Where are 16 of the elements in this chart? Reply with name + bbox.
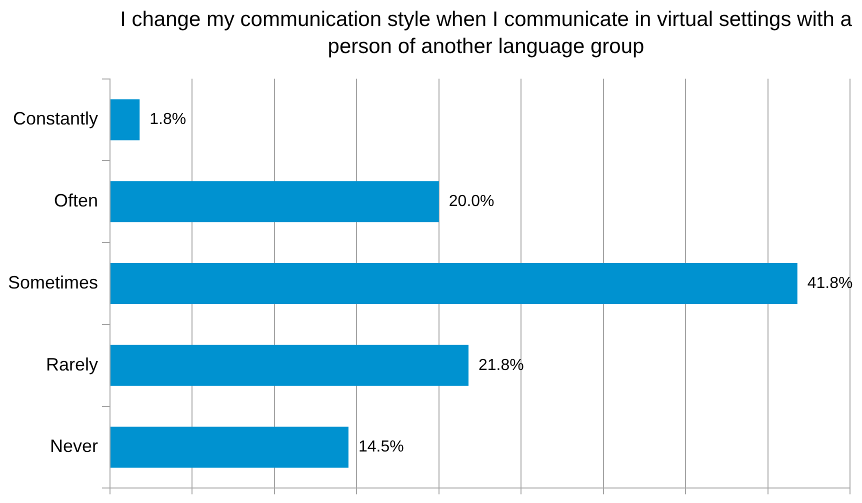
y-tick-label: Rarely <box>46 354 98 374</box>
y-tick-label: Often <box>54 190 98 211</box>
data-label: 14.5% <box>358 438 404 456</box>
y-tick-label: Constantly <box>12 108 98 129</box>
data-label: 20.0% <box>448 193 494 210</box>
bar <box>110 426 348 468</box>
bar <box>110 344 469 386</box>
bar <box>110 263 798 304</box>
y-tick-label: Never <box>50 436 98 456</box>
data-label: 21.8% <box>478 356 524 374</box>
y-tick-label: Sometimes <box>8 272 98 292</box>
bar <box>110 99 140 140</box>
bar <box>110 181 439 222</box>
chart-title: I change my communication style when I communicate in virtual settings with a person of another language group <box>119 7 853 60</box>
data-label: 41.8% <box>807 274 853 292</box>
data-label: 1.8% <box>150 111 186 128</box>
